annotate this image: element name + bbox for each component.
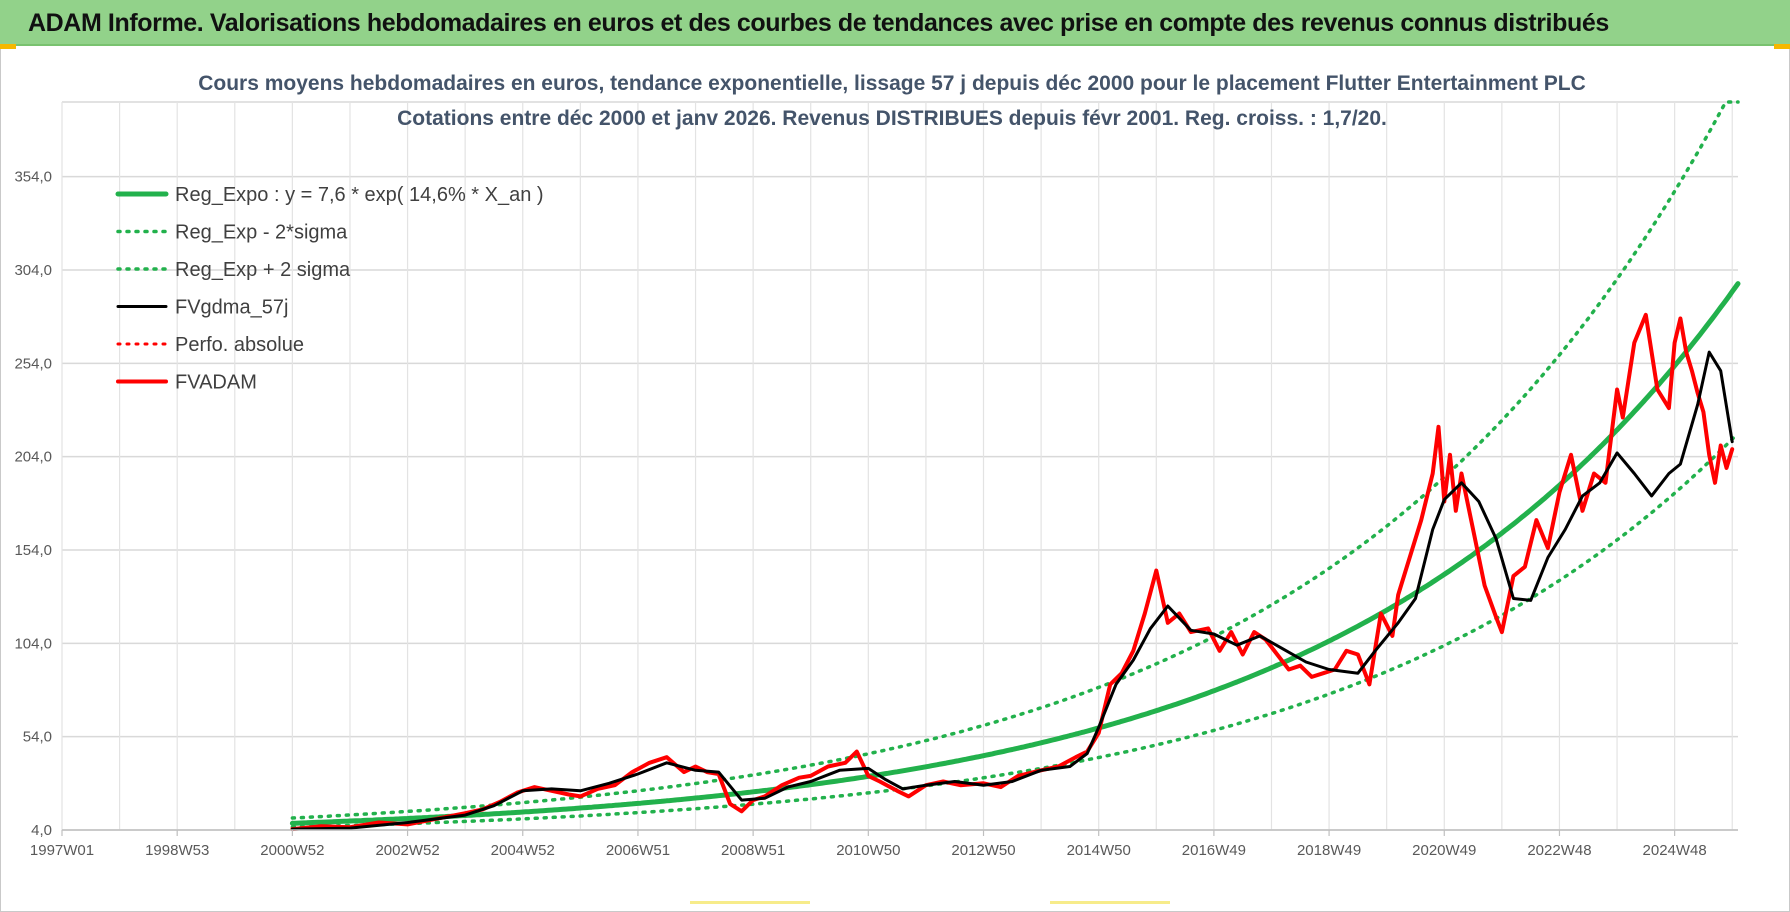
- x-tick-label: 2010W50: [836, 842, 900, 859]
- legend-label: Reg_Expo : y = 7,6 * exp( 14,6% * X_an ): [175, 184, 544, 206]
- x-tick-label: 2004W52: [491, 842, 555, 859]
- x-tick-label: 2018W49: [1297, 842, 1361, 859]
- x-tick-label: 2016W49: [1182, 842, 1246, 859]
- series-reg-exp-minus-2sigma: [290, 431, 1740, 829]
- corner-marker-right: [1774, 44, 1790, 49]
- y-tick-label: 204,0: [14, 449, 52, 466]
- y-tick-label: 354,0: [14, 169, 52, 186]
- y-tick-label: 104,0: [14, 635, 52, 652]
- x-tick-label: 2000W52: [260, 842, 324, 859]
- y-tick-label: 4,0: [31, 822, 52, 839]
- x-tick-label: 1997W01: [30, 842, 94, 859]
- chart-title: Cours moyens hebdomadaires en euros, ten…: [198, 72, 1586, 95]
- chart-legend: Reg_Expo : y = 7,6 * exp( 14,6% * X_an )…: [115, 184, 544, 394]
- x-tick-label: 2002W52: [375, 842, 439, 859]
- footer-highlight-mark: [1050, 901, 1170, 904]
- x-tick-label: 2012W50: [951, 842, 1015, 859]
- series-reg-expo: [289, 281, 1741, 826]
- x-tick-label: 2020W49: [1412, 842, 1476, 859]
- legend-label: Reg_Exp + 2 sigma: [175, 259, 351, 281]
- legend-label: FVADAM: [175, 372, 257, 394]
- legend-label: FVgdma_57j: [175, 297, 288, 319]
- y-tick-label: 254,0: [14, 355, 52, 372]
- chart-subtitle: Cotations entre déc 2000 et janv 2026. R…: [397, 107, 1387, 130]
- series-reg-exp-plus-2sigma: [290, 100, 1740, 820]
- x-tick-label: 2006W51: [606, 842, 670, 859]
- x-tick-label: 2008W51: [721, 842, 785, 859]
- corner-marker-left: [0, 44, 16, 49]
- x-tick-label: 2022W48: [1527, 842, 1591, 859]
- legend-label: Perfo. absolue: [175, 334, 304, 356]
- x-tick-label: 1998W53: [145, 842, 209, 859]
- chart-area: 4,0 54,0 104,0 154,0 204,0 254,0 304,0 354,0 199…: [14, 72, 1741, 859]
- y-tick-label: 304,0: [14, 262, 52, 279]
- plot-lines: [289, 100, 1741, 832]
- x-tick-label: 2014W50: [1067, 842, 1131, 859]
- page-title: ADAM Informe. Valorisations hebdomadaire…: [28, 9, 1609, 37]
- series-fvgdma-57j: [290, 350, 1734, 831]
- chart-axes: 4,0 54,0 104,0 154,0 204,0 254,0 304,0 354,0 199…: [14, 169, 1738, 859]
- header-banner: ADAM Informe. Valorisations hebdomadaire…: [0, 0, 1790, 46]
- y-tick-label: 154,0: [14, 542, 52, 559]
- y-tick-label: 54,0: [23, 729, 52, 746]
- x-tick-label: 2024W48: [1643, 842, 1707, 859]
- footer-highlight-mark: [690, 901, 810, 904]
- chart-grid: [61, 101, 1738, 831]
- legend-label: Reg_Exp - 2*sigma: [175, 222, 348, 244]
